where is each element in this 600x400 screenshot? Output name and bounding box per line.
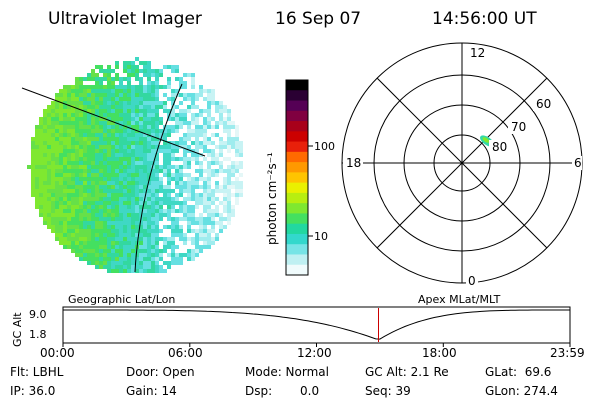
polar-diagonal (376, 77, 548, 249)
gc-alt-status: GC Alt: 2.1 Re (365, 365, 449, 379)
ip-status: IP: 36.0 (10, 384, 55, 398)
door-status: Door: Open (126, 365, 195, 379)
filter-status: Flt: LBHL (10, 365, 64, 379)
color-scale-cell (286, 162, 308, 173)
color-scale-cell (286, 90, 308, 102)
color-scale-cell (286, 182, 308, 194)
color-scale-cell (286, 213, 308, 225)
timeline-yaxis-label: GC Alt (11, 312, 24, 347)
date-label: 16 Sep 07 (275, 9, 361, 29)
glat-status: GLat: 69.6 (485, 365, 551, 379)
color-scale-cell (286, 244, 308, 255)
color-scale-cell (286, 121, 308, 132)
color-scale-cell (286, 172, 308, 184)
timeline-xtick-label: 12:00 (297, 346, 332, 360)
color-scale-cell (286, 192, 308, 204)
geographic-uv-image[interactable] (21, 57, 243, 273)
seq-status: Seq: 39 (365, 384, 411, 398)
altitude-curve (63, 309, 570, 340)
mlt-label-18: 18 (346, 156, 361, 170)
polar-mlt-plot: 12 18 6 0 60 70 80 (341, 42, 583, 288)
color-scale-unit-label: photon cm⁻²s⁻¹ (265, 152, 279, 245)
color-scale-cell (286, 141, 308, 153)
mlat-label-80: 80 (492, 140, 507, 154)
mlt-label-12: 12 (470, 46, 485, 60)
mlt-label-6: 6 (574, 156, 582, 170)
timeline-xtick-label: 00:00 (40, 346, 75, 360)
instrument-status-panel: Flt: LBHL IP: 36.0 Door: Open Gain: 14 M… (10, 365, 558, 398)
dsp-label: Dsp: (245, 384, 272, 398)
timeline-xtick-label: 18:00 (422, 346, 457, 360)
timeline-left-caption: Geographic Lat/Lon (68, 293, 175, 306)
orbit-altitude-timeline: Geographic Lat/Lon Apex MLat/MLT GC Alt … (11, 293, 585, 360)
grid-line-latitude (21, 87, 206, 157)
dsp-value: 0.0 (300, 384, 319, 398)
app-title: Ultraviolet Imager (48, 9, 202, 29)
color-scale-cell (286, 223, 308, 235)
timeline-right-caption: Apex MLat/MLT (418, 293, 501, 306)
color-scale-cell (286, 80, 308, 91)
timeline-ytick-label: 9.0 (29, 308, 47, 321)
grid-line-longitude (134, 83, 183, 273)
color-scale-cell (286, 264, 308, 276)
timeline-xtick-label: 06:00 (168, 346, 203, 360)
color-scale-cell (286, 100, 308, 112)
time-label: 14:56:00 UT (432, 9, 537, 29)
color-scale-tick-label: 10 (314, 230, 328, 243)
color-scale-cell (286, 151, 308, 163)
gain-status: Gain: 14 (126, 384, 177, 398)
timeline-xtick-label: 23:59 (550, 346, 585, 360)
color-scale-cell (286, 233, 308, 245)
mlat-label-70: 70 (511, 120, 526, 134)
color-scale-tick-label: 100 (314, 140, 335, 153)
color-scale-cell (286, 131, 308, 143)
color-scale-cell (286, 254, 308, 266)
color-scale-bar: 100 10 photon cm⁻²s⁻¹ (265, 79, 335, 276)
glon-status: GLon: 274.4 (485, 384, 558, 398)
color-scale-cell (286, 110, 308, 122)
color-scale-frame (285, 79, 309, 276)
timeline-ytick-label: 1.8 (29, 328, 47, 341)
mlt-label-0: 0 (468, 274, 476, 288)
timeline-frame (62, 306, 571, 344)
color-scale-cell (286, 203, 308, 214)
mode-status: Mode: Normal (245, 365, 329, 379)
mlat-label-60: 60 (536, 97, 551, 111)
